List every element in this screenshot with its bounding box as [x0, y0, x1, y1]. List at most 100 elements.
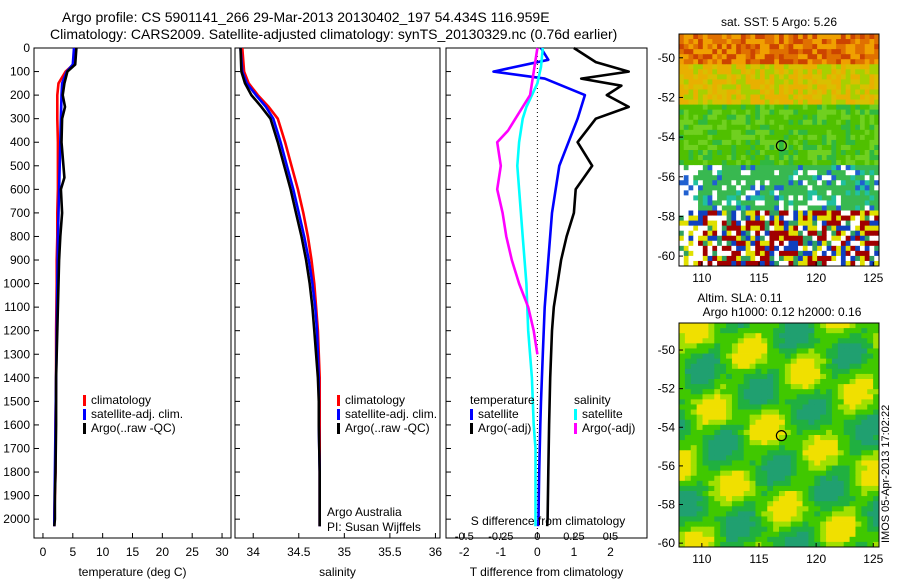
- map-cell: [861, 491, 868, 497]
- map-cell: [721, 39, 728, 45]
- map-cell: [874, 175, 880, 181]
- map-cell: [702, 210, 708, 216]
- legend-swatch: [83, 409, 86, 420]
- map-cell: [826, 526, 833, 533]
- map-cell: [802, 215, 808, 222]
- map-cell: [867, 399, 874, 405]
- map-cell: [820, 480, 827, 487]
- map-cell: [817, 220, 823, 227]
- map-cell: [731, 475, 739, 482]
- map-cell: [821, 84, 828, 90]
- map-cell: [826, 155, 832, 161]
- map-cell: [817, 79, 823, 85]
- map-cell: [755, 129, 761, 136]
- map-cell: [684, 516, 692, 522]
- map-cell: [759, 59, 766, 65]
- map-cell: [820, 343, 827, 349]
- map-cell: [869, 195, 875, 201]
- map-cell: [750, 79, 756, 85]
- map-cell: [712, 235, 718, 242]
- map-cell: [726, 429, 733, 436]
- map-cell: [683, 225, 689, 232]
- map-cell: [690, 353, 698, 360]
- map-cell: [793, 99, 799, 106]
- map-cell: [855, 49, 861, 55]
- map-cell: [688, 215, 694, 222]
- map-cell: [807, 155, 813, 161]
- map-cell: [769, 205, 775, 211]
- map-cell: [745, 74, 751, 80]
- map-cell: [807, 205, 813, 211]
- map-cell: [779, 134, 785, 141]
- map-cell: [821, 155, 828, 161]
- map-cell: [679, 358, 686, 365]
- map-cell: [745, 250, 751, 257]
- map-cell: [769, 210, 775, 216]
- map-cell: [836, 99, 842, 106]
- map-cell: [712, 180, 718, 186]
- map-cell: [726, 501, 733, 507]
- map-cell: [696, 470, 703, 477]
- map-cell: [812, 109, 818, 116]
- map-cell: [814, 394, 821, 400]
- map-cell: [773, 368, 780, 375]
- map-cell: [743, 343, 750, 349]
- map-cell: [683, 210, 689, 216]
- map-cell: [836, 180, 842, 186]
- map-cell: [743, 399, 750, 405]
- map-cell: [831, 215, 837, 222]
- map-cell: [708, 389, 715, 395]
- map-cell: [831, 150, 837, 156]
- map-cell: [843, 373, 850, 380]
- map-cell: [826, 333, 833, 339]
- map-cell: [840, 49, 847, 55]
- map-cell: [749, 526, 756, 533]
- map-cell: [807, 220, 813, 227]
- map-cell: [679, 220, 685, 227]
- map-cell: [845, 255, 851, 262]
- map-cell: [808, 333, 815, 339]
- map-cell: [726, 399, 733, 405]
- map-cell: [784, 470, 792, 477]
- map-cell: [743, 541, 750, 548]
- map-cell: [874, 34, 880, 40]
- map-cell: [849, 424, 856, 431]
- map-cell: [784, 343, 792, 349]
- map-cell: [690, 333, 698, 339]
- map-cell: [702, 516, 709, 522]
- map-cell: [837, 384, 845, 390]
- map-cell: [720, 470, 727, 477]
- series-line-climatology: [241, 47, 322, 527]
- map-cell: [855, 180, 861, 186]
- map-cell: [814, 526, 821, 533]
- map-cell: [749, 394, 756, 400]
- map-cell: [690, 496, 698, 502]
- map-cell: [755, 496, 762, 502]
- map-cell: [708, 338, 715, 344]
- map-cell: [808, 521, 815, 528]
- map-cell: [717, 64, 723, 70]
- map-cell: [707, 200, 713, 206]
- map-cell: [736, 129, 742, 136]
- map-cell: [807, 79, 813, 85]
- map-cell: [721, 59, 728, 65]
- map-cell: [721, 34, 728, 40]
- map-cell: [802, 104, 808, 111]
- map-cell: [755, 363, 762, 370]
- map-cell: [867, 429, 874, 436]
- map-cell: [874, 215, 880, 222]
- map-cell: [840, 119, 847, 126]
- map-cell: [873, 450, 880, 456]
- map-cell: [783, 175, 789, 181]
- map-cell: [802, 373, 809, 380]
- map-cell: [774, 170, 780, 176]
- map-cell: [831, 531, 839, 538]
- map-cell: [683, 99, 689, 106]
- map-cell: [773, 373, 780, 380]
- map-cell: [696, 501, 703, 507]
- map-cell: [717, 54, 723, 60]
- map-cell: [831, 394, 839, 400]
- map-cell: [679, 175, 685, 181]
- map-cell: [802, 74, 808, 80]
- map-cell: [850, 64, 856, 70]
